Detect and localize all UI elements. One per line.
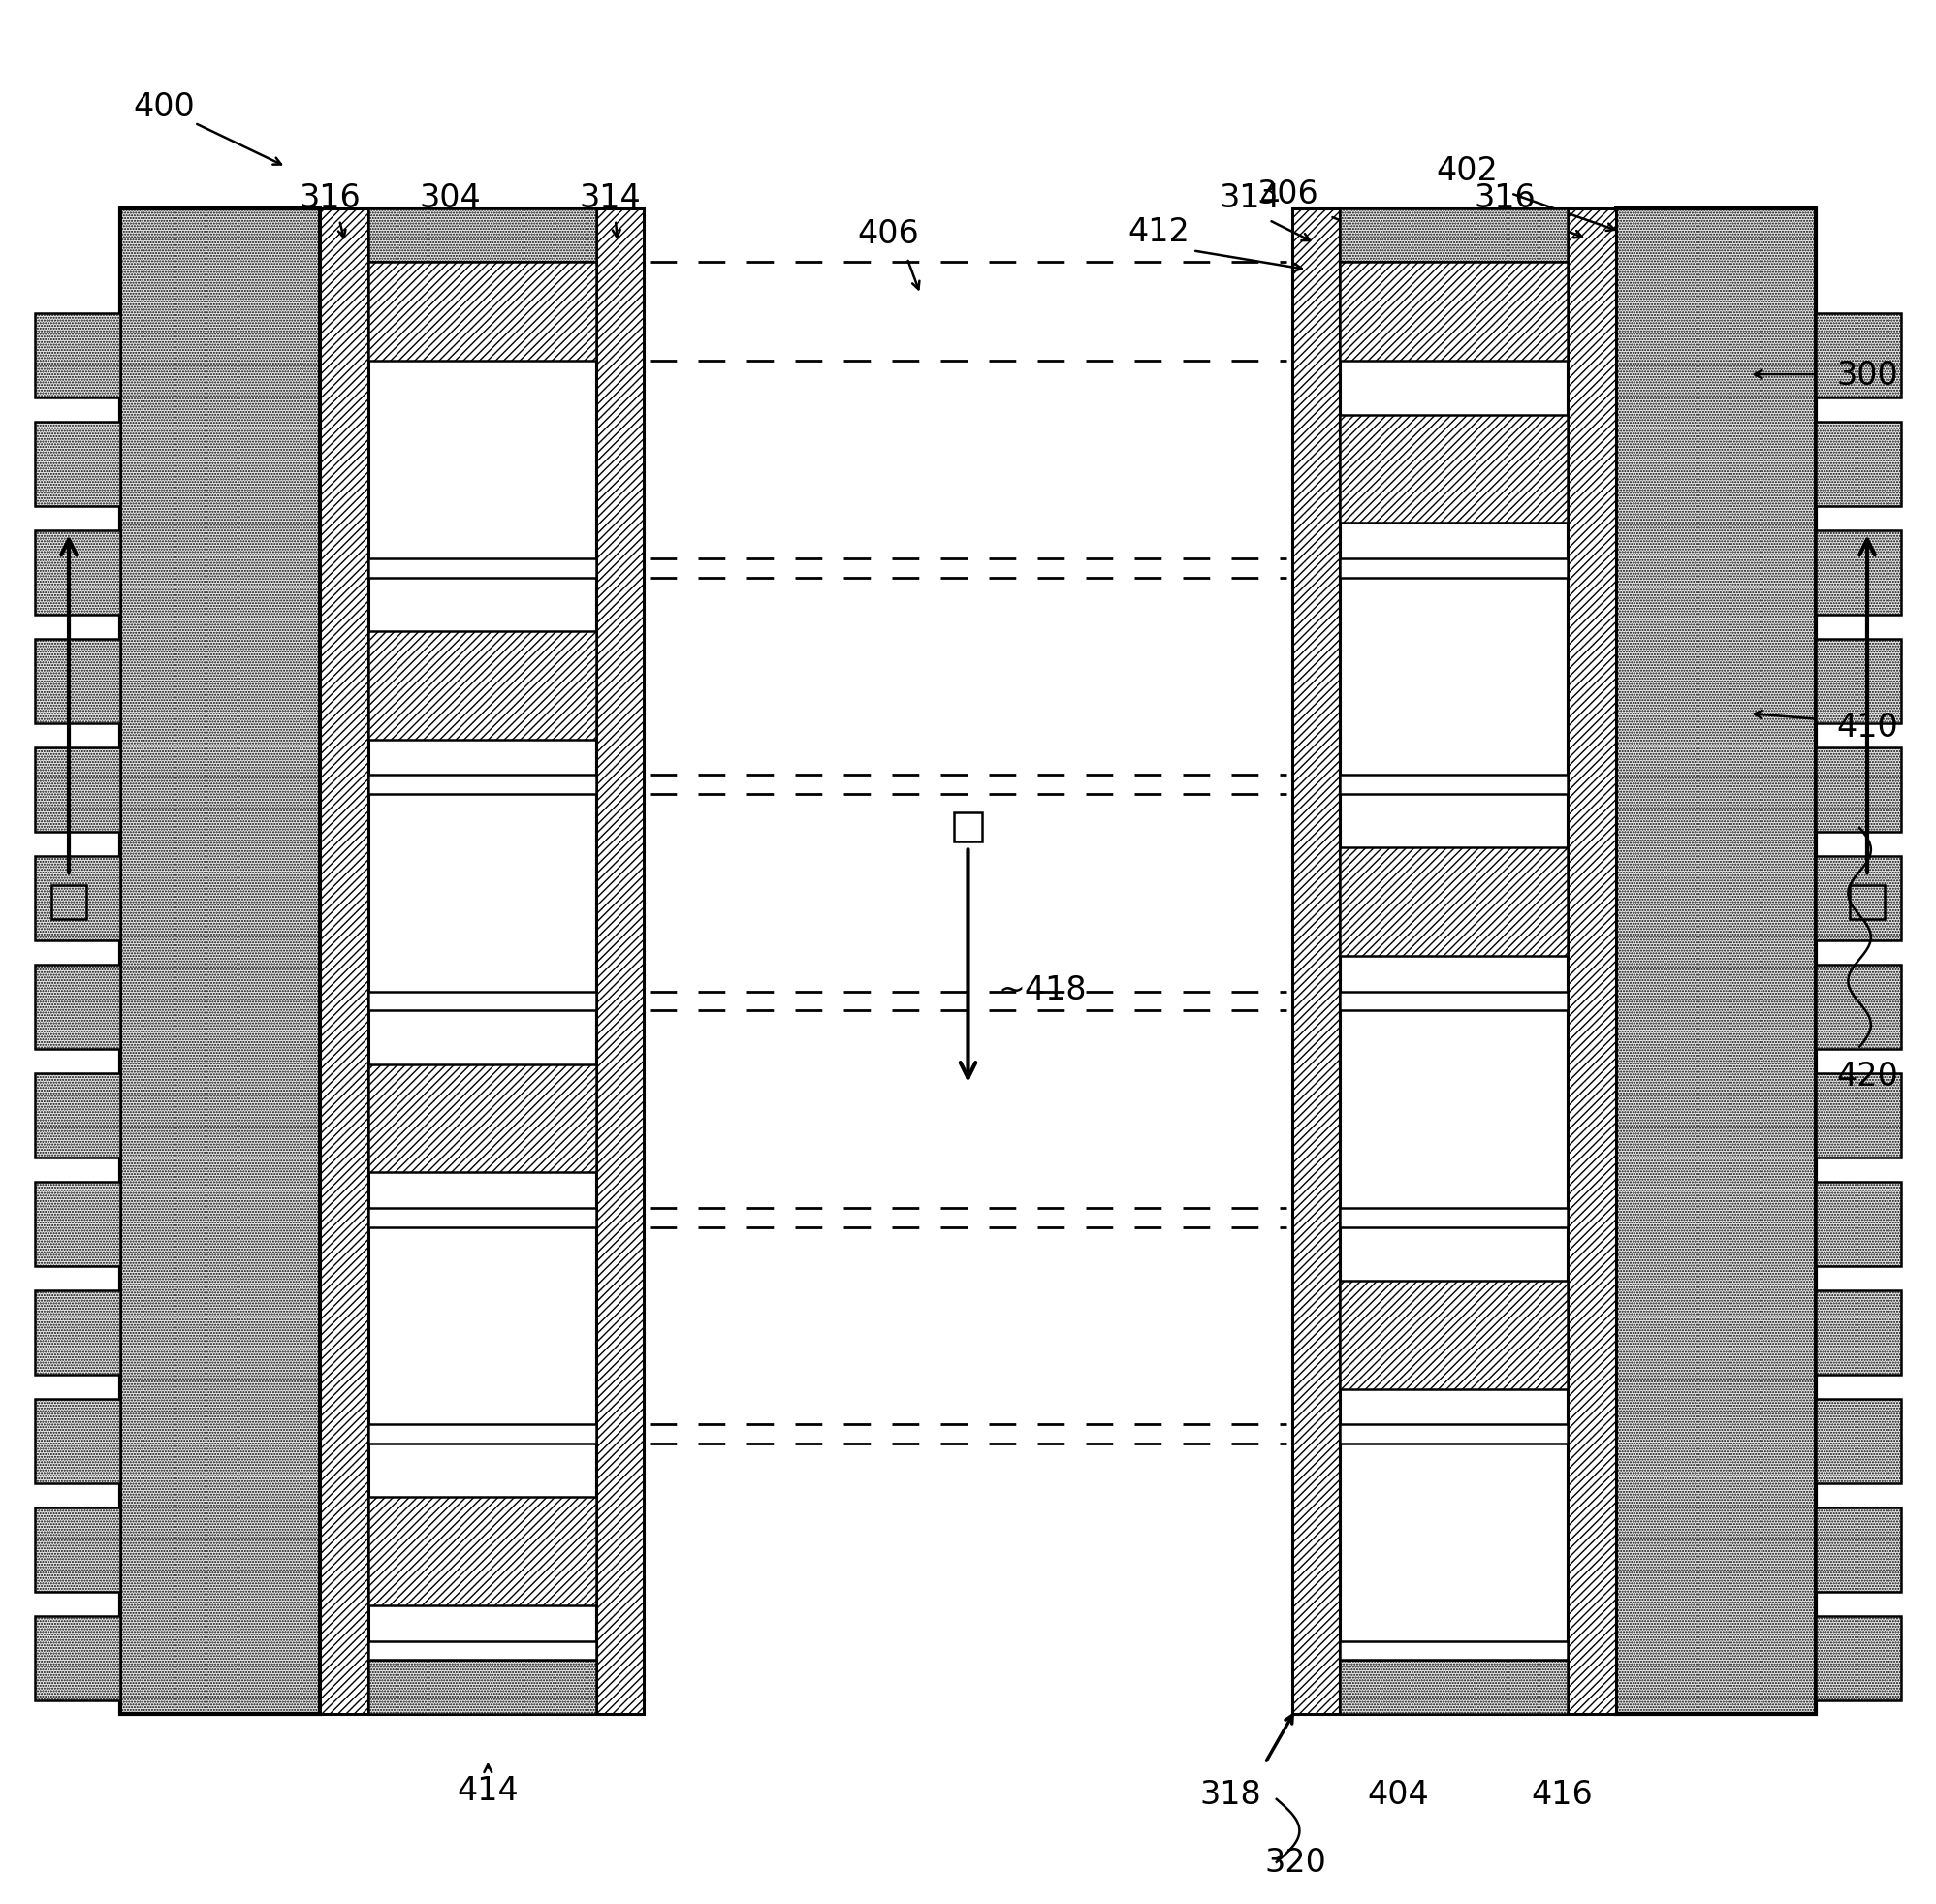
Bar: [1340, 560, 1568, 579]
Bar: [1340, 847, 1568, 956]
Bar: [35, 857, 120, 941]
Bar: [954, 813, 982, 842]
Text: 306: 306: [1256, 179, 1318, 209]
Text: 318: 318: [1200, 1778, 1262, 1809]
Bar: [368, 1497, 596, 1605]
Bar: [1568, 209, 1617, 1714]
Bar: [1340, 1660, 1568, 1714]
Text: 314: 314: [1220, 183, 1282, 213]
Text: 416: 416: [1531, 1778, 1593, 1809]
Bar: [1816, 1074, 1901, 1158]
Bar: [1816, 1291, 1901, 1375]
Bar: [35, 1291, 120, 1375]
Text: 316: 316: [1475, 183, 1535, 213]
Bar: [1816, 748, 1901, 832]
Bar: [1816, 640, 1901, 724]
Bar: [1816, 423, 1901, 506]
Bar: [368, 209, 596, 1714]
Bar: [368, 1660, 596, 1714]
Bar: [35, 1399, 120, 1483]
Bar: [368, 775, 596, 794]
Text: 400: 400: [134, 91, 196, 122]
Bar: [368, 1641, 596, 1660]
Bar: [35, 314, 120, 398]
Bar: [1816, 531, 1901, 615]
Bar: [35, 1508, 120, 1592]
Text: 320: 320: [1264, 1847, 1326, 1877]
Bar: [35, 1182, 120, 1266]
Bar: [368, 560, 596, 579]
Bar: [368, 992, 596, 1011]
Text: ~418: ~418: [999, 975, 1088, 1005]
Text: 404: 404: [1367, 1778, 1429, 1809]
Text: 300: 300: [1837, 360, 1899, 390]
Bar: [120, 209, 319, 1714]
Bar: [35, 531, 120, 615]
Bar: [368, 209, 596, 263]
Bar: [368, 263, 596, 362]
Text: 414: 414: [457, 1775, 519, 1805]
Bar: [1816, 1616, 1901, 1700]
Text: 316: 316: [298, 183, 360, 213]
Text: 304: 304: [418, 183, 480, 213]
Bar: [35, 748, 120, 832]
Bar: [35, 423, 120, 506]
Bar: [1816, 1182, 1901, 1266]
Bar: [319, 209, 368, 1714]
Bar: [1816, 1508, 1901, 1592]
Bar: [1340, 1281, 1568, 1390]
Bar: [52, 885, 85, 920]
Bar: [1340, 1424, 1568, 1443]
Text: 402: 402: [1437, 156, 1498, 187]
Bar: [1340, 263, 1568, 362]
Bar: [1340, 209, 1568, 1714]
Text: 410: 410: [1837, 712, 1899, 743]
Text: 412: 412: [1127, 217, 1189, 248]
Bar: [1816, 857, 1901, 941]
Bar: [1816, 965, 1901, 1049]
Bar: [1851, 885, 1884, 920]
Text: 420: 420: [1837, 1061, 1899, 1091]
Bar: [1816, 1399, 1901, 1483]
Bar: [1340, 415, 1568, 524]
Bar: [1291, 209, 1340, 1714]
Bar: [35, 640, 120, 724]
Bar: [368, 1424, 596, 1443]
Bar: [1617, 209, 1816, 1714]
Bar: [596, 209, 645, 1714]
Bar: [35, 1074, 120, 1158]
Bar: [35, 1616, 120, 1700]
Bar: [1340, 1641, 1568, 1660]
Bar: [1340, 775, 1568, 794]
Bar: [35, 965, 120, 1049]
Bar: [368, 1064, 596, 1173]
Bar: [1340, 992, 1568, 1011]
Bar: [1340, 1209, 1568, 1228]
Text: 314: 314: [579, 183, 641, 213]
Bar: [1340, 209, 1568, 263]
Bar: [1816, 314, 1901, 398]
Text: 406: 406: [858, 219, 920, 249]
Bar: [368, 632, 596, 741]
Bar: [368, 1209, 596, 1228]
